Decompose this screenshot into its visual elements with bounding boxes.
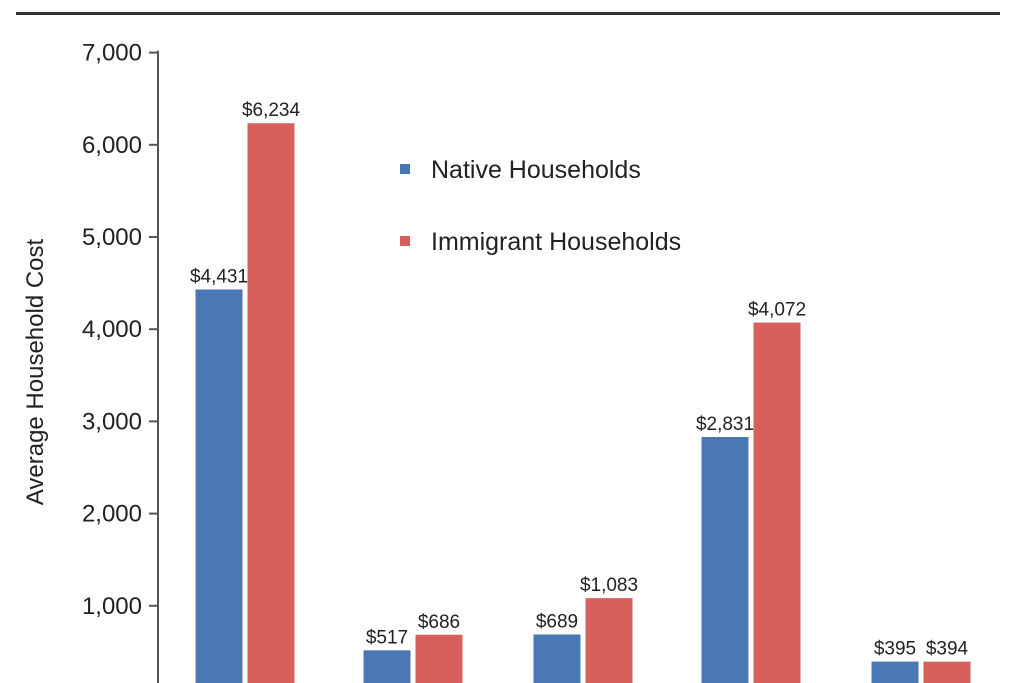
y-tick-label: 7,000 <box>82 40 142 67</box>
bar-value-label: $686 <box>418 612 460 633</box>
bar-immigrant <box>415 634 463 683</box>
bar-value-label: $4,431 <box>190 266 248 287</box>
bar-value-label: $6,234 <box>242 100 301 121</box>
bar-value-label: $394 <box>926 639 969 660</box>
bar-value-label: $689 <box>536 611 578 632</box>
bar-native <box>195 289 243 683</box>
legend-swatch-native <box>400 164 410 174</box>
bar-immigrant <box>923 661 971 683</box>
y-tick-label: 1,000 <box>82 593 142 620</box>
legend-label: Native Households <box>431 156 641 184</box>
bar-immigrant <box>247 123 295 683</box>
bar-native <box>533 634 581 683</box>
bar-value-label: $1,083 <box>580 575 638 596</box>
y-tick-label: 3,000 <box>82 408 142 435</box>
bar-native <box>363 650 411 683</box>
legend-swatch-immigrant <box>400 236 410 246</box>
top-rule <box>16 12 1000 15</box>
bar-value-label: $4,072 <box>748 300 806 321</box>
y-tick-label: 6,000 <box>82 132 142 159</box>
y-tick-label: 2,000 <box>82 501 142 528</box>
y-tick-label: 5,000 <box>82 224 142 251</box>
bar-value-label: $517 <box>366 627 408 648</box>
bar-native <box>871 661 919 683</box>
bar-value-label: $2,831 <box>696 414 754 435</box>
bar-immigrant <box>585 598 633 683</box>
bar-native <box>701 436 749 683</box>
y-tick-label: 4,000 <box>82 316 142 343</box>
bar-value-label: $395 <box>874 639 916 660</box>
legend-label: Immigrant Households <box>431 228 681 256</box>
bar-immigrant <box>753 322 801 683</box>
